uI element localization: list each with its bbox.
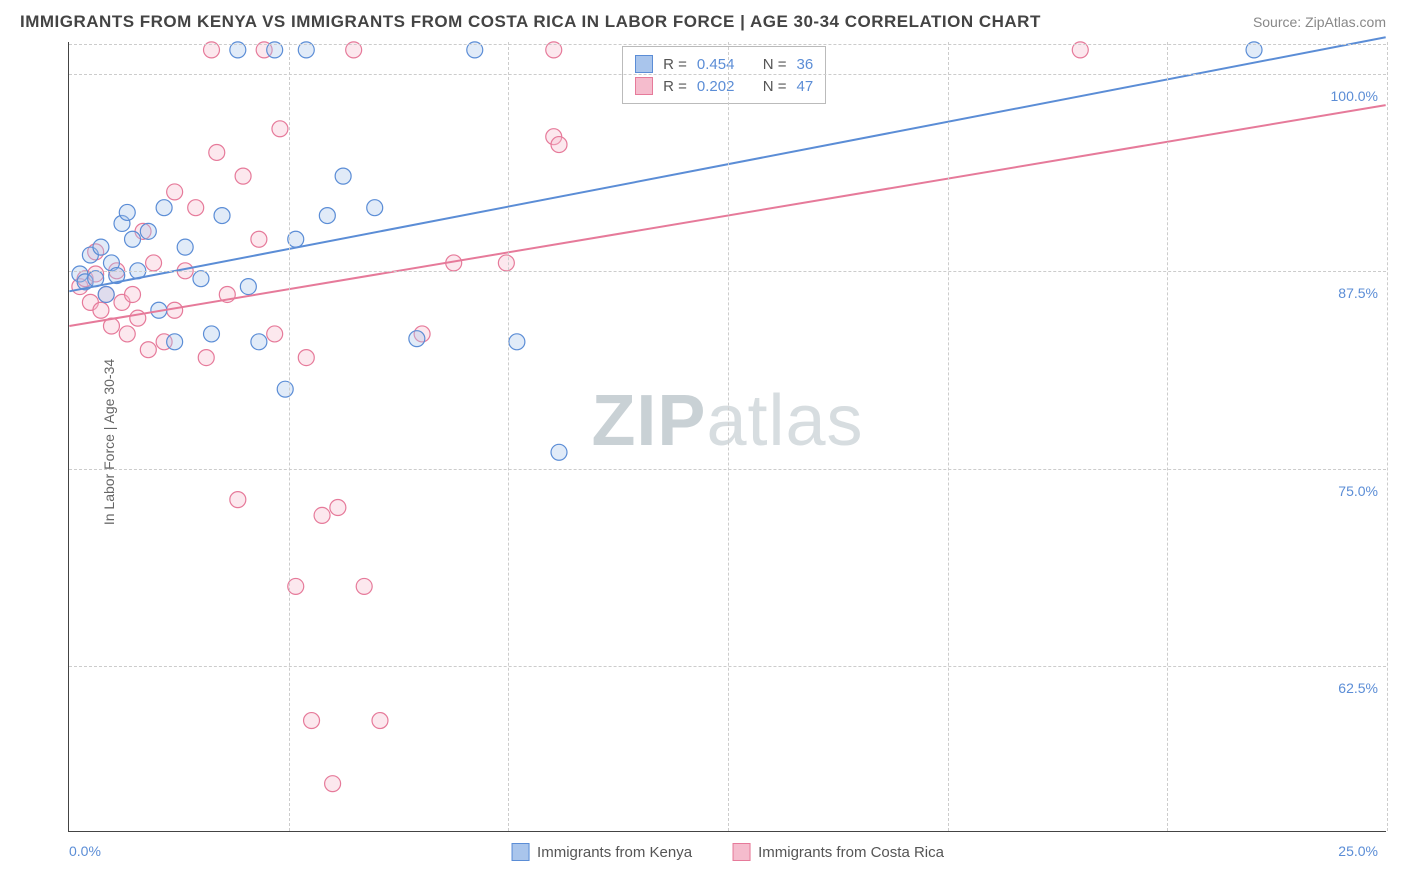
data-point <box>167 334 183 350</box>
data-point <box>330 500 346 516</box>
data-point <box>288 578 304 594</box>
legend-item-kenya: Immigrants from Kenya <box>511 843 692 861</box>
r-label: R = <box>663 78 687 95</box>
y-tick-label: 75.0% <box>1338 483 1378 499</box>
source-label: Source: ZipAtlas.com <box>1253 14 1386 30</box>
data-point <box>146 255 162 271</box>
data-point <box>551 137 567 153</box>
correlation-legend: R = 0.454 N = 36 R = 0.202 N = 47 <box>622 46 826 104</box>
plot-area: ZIPatlas R = 0.454 N = 36 R = 0.202 N = … <box>68 42 1386 832</box>
swatch-costarica <box>635 77 653 95</box>
data-point <box>272 121 288 137</box>
data-point <box>304 713 320 729</box>
data-point <box>204 326 220 342</box>
data-point <box>240 279 256 295</box>
data-point <box>509 334 525 350</box>
swatch-costarica-icon <box>732 843 750 861</box>
chart-container: In Labor Force | Age 30-34 ZIPatlas R = … <box>40 42 1386 842</box>
data-point <box>125 286 141 302</box>
data-point <box>98 286 114 302</box>
legend-label-kenya: Immigrants from Kenya <box>537 844 692 861</box>
data-point <box>177 239 193 255</box>
data-point <box>409 331 425 347</box>
y-tick-label: 87.5% <box>1338 285 1378 301</box>
data-point <box>356 578 372 594</box>
data-point <box>314 507 330 523</box>
series-legend: Immigrants from Kenya Immigrants from Co… <box>511 843 944 861</box>
data-point <box>335 168 351 184</box>
y-tick-label: 62.5% <box>1338 680 1378 696</box>
data-point <box>498 255 514 271</box>
x-tick-min: 0.0% <box>69 843 101 859</box>
swatch-kenya-icon <box>511 843 529 861</box>
n-value-costarica: 47 <box>797 78 814 95</box>
legend-label-costarica: Immigrants from Costa Rica <box>758 844 944 861</box>
data-point <box>319 208 335 224</box>
data-point <box>372 713 388 729</box>
data-point <box>367 200 383 216</box>
correlation-legend-row-costarica: R = 0.202 N = 47 <box>635 75 813 97</box>
data-point <box>193 271 209 287</box>
data-point <box>230 492 246 508</box>
y-tick-label: 100.0% <box>1331 88 1378 104</box>
data-point <box>93 239 109 255</box>
swatch-kenya <box>635 55 653 73</box>
n-label: N = <box>763 78 787 95</box>
data-point <box>551 444 567 460</box>
data-point <box>298 350 314 366</box>
data-point <box>188 200 204 216</box>
data-point <box>277 381 293 397</box>
data-point <box>140 342 156 358</box>
correlation-legend-row-kenya: R = 0.454 N = 36 <box>635 53 813 75</box>
data-point <box>288 231 304 247</box>
data-point <box>140 223 156 239</box>
data-point <box>209 144 225 160</box>
data-point <box>93 302 109 318</box>
data-point <box>267 326 283 342</box>
data-point <box>251 334 267 350</box>
data-point <box>130 310 146 326</box>
data-point <box>235 168 251 184</box>
data-point <box>167 184 183 200</box>
x-tick-max: 25.0% <box>1338 843 1378 859</box>
n-value-kenya: 36 <box>797 56 814 73</box>
data-point <box>156 200 172 216</box>
n-label: N = <box>763 56 787 73</box>
data-point <box>125 231 141 247</box>
r-label: R = <box>663 56 687 73</box>
data-point <box>214 208 230 224</box>
legend-item-costarica: Immigrants from Costa Rica <box>732 843 944 861</box>
data-point <box>119 204 135 220</box>
data-point <box>251 231 267 247</box>
page-title: IMMIGRANTS FROM KENYA VS IMMIGRANTS FROM… <box>20 12 1041 32</box>
data-point <box>119 326 135 342</box>
data-point <box>198 350 214 366</box>
data-point <box>325 776 341 792</box>
